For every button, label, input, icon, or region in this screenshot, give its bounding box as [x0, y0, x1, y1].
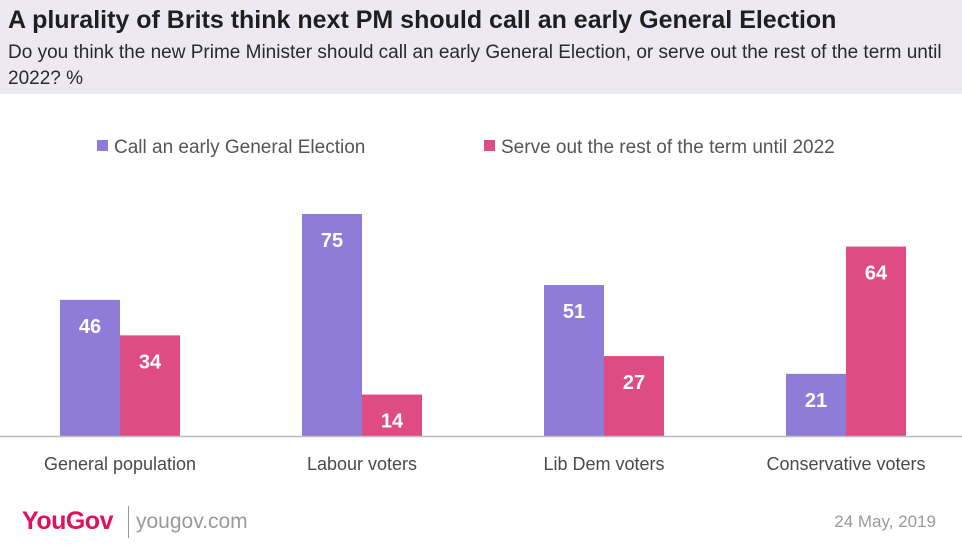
- category-label-labour-voters: Labour voters: [307, 454, 417, 474]
- legend-item-early-election: Call an early General Election: [97, 137, 365, 159]
- legend-swatch-early-election: [97, 140, 108, 152]
- category-label-general-population: General population: [44, 454, 196, 474]
- bar-general-population-series-0: [60, 299, 120, 436]
- chart-title: A plurality of Brits think next PM shoul…: [8, 6, 837, 34]
- header-band: A plurality of Brits think next PM shoul…: [0, 0, 962, 94]
- footer-url: yougov.com: [136, 510, 248, 533]
- footer-date: 24 May, 2019: [834, 512, 936, 531]
- yougov-logo: YouGov: [22, 507, 113, 535]
- bar-conservative-voters-series-1: [846, 246, 906, 436]
- legend-label-early-election: Call an early General Election: [114, 137, 366, 158]
- value-label-lib-dem-voters-series-1: 27: [623, 372, 645, 394]
- value-label-conservative-voters-series-1: 64: [865, 263, 888, 285]
- bar-lib-dem-voters-series-0: [544, 285, 604, 436]
- legend-item-serve-out-term: Serve out the rest of the term until 202…: [484, 137, 835, 159]
- bar-general-population-series-1: [120, 335, 180, 436]
- legend-swatch-serve-out-term: [484, 140, 495, 152]
- legend: Call an early General Election Serve out…: [0, 137, 962, 161]
- value-label-labour-voters-series-0: 75: [321, 230, 343, 252]
- chart-subtitle: Do you think the new Prime Minister shou…: [8, 42, 942, 89]
- value-label-labour-voters-series-1: 14: [381, 411, 404, 433]
- category-label-conservative-voters: Conservative voters: [766, 454, 925, 474]
- bar-labour-voters-series-0: [302, 214, 362, 436]
- category-label-lib-dem-voters: Lib Dem voters: [543, 454, 664, 474]
- legend-label-serve-out-term: Serve out the rest of the term until 202…: [501, 137, 835, 158]
- value-label-general-population-series-0: 46: [79, 316, 101, 338]
- bar-labour-voters-series-1: [362, 394, 422, 436]
- bar-lib-dem-voters-series-1: [604, 356, 664, 436]
- footer-divider: [128, 506, 129, 538]
- value-label-lib-dem-voters-series-0: 51: [563, 301, 585, 323]
- bar-conservative-voters-series-0: [786, 373, 846, 436]
- value-label-conservative-voters-series-0: 21: [805, 390, 827, 412]
- value-label-general-population-series-1: 34: [139, 351, 162, 373]
